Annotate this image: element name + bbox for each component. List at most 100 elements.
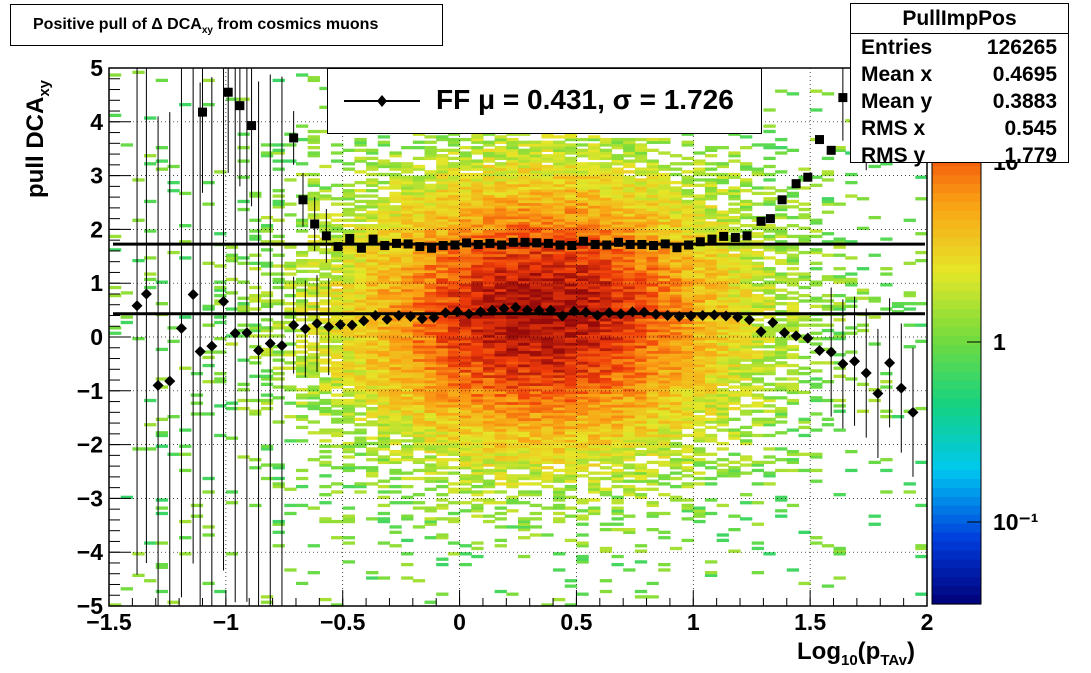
heatmap-cell xyxy=(401,409,414,413)
heatmap-cell xyxy=(331,258,344,263)
heatmap-cell xyxy=(599,371,613,376)
heatmap-cell xyxy=(436,320,449,325)
heatmap-cell xyxy=(506,180,519,185)
heatmap-cell xyxy=(658,366,671,370)
heatmap-cell xyxy=(354,240,367,244)
heatmap-cell xyxy=(704,250,718,255)
heatmap-cell xyxy=(436,304,449,309)
heatmap-cell xyxy=(553,296,566,300)
heatmap-cell xyxy=(576,444,589,448)
heatmap-cell xyxy=(366,189,379,193)
heatmap-cell xyxy=(459,388,472,392)
heatmap-cell xyxy=(377,345,391,349)
heatmap-cell xyxy=(599,412,613,416)
heatmap-cell xyxy=(424,189,437,193)
heatmap-cell xyxy=(564,449,578,454)
heatmap-cell xyxy=(471,315,484,319)
heatmap-cell xyxy=(728,194,741,198)
heatmap-cell xyxy=(716,401,729,405)
heatmap-cell xyxy=(424,237,437,241)
heatmap-cell xyxy=(120,315,133,319)
heatmap-cell xyxy=(295,269,309,274)
heatmap-cell xyxy=(494,380,507,384)
heatmap-cell xyxy=(634,226,648,230)
heatmap-cell xyxy=(307,293,320,298)
heatmap-cell xyxy=(482,207,496,212)
heatmap-cell xyxy=(704,186,718,190)
heatmap-cell xyxy=(389,334,402,338)
heatmap-cell xyxy=(424,339,437,343)
heatmap-cell xyxy=(307,396,320,400)
heatmap-cell xyxy=(179,444,192,448)
heatmap-cell xyxy=(295,73,309,77)
heatmap-cell xyxy=(669,229,683,233)
heatmap-cell xyxy=(611,205,624,209)
heatmap-cell xyxy=(728,385,741,389)
heatmap-cell xyxy=(401,218,414,222)
heatmap-cell xyxy=(412,436,426,440)
heatmap-cell xyxy=(634,269,648,274)
heatmap-cell xyxy=(342,342,355,346)
heatmap-cell xyxy=(623,371,636,376)
heatmap-cell xyxy=(377,186,391,190)
heatmap-cell xyxy=(295,439,309,443)
heatmap-cell xyxy=(494,256,507,260)
heatmap-cell xyxy=(366,232,379,236)
heatmap-cell xyxy=(529,460,542,465)
heatmap-cell xyxy=(494,151,507,155)
heatmap-cell xyxy=(424,417,437,421)
heatmap-cell xyxy=(634,191,648,196)
heatmap-cell xyxy=(634,441,648,446)
heatmap-cell xyxy=(401,304,414,309)
heatmap-cell xyxy=(553,369,566,373)
heatmap-cell xyxy=(646,307,659,311)
heatmap-cell xyxy=(693,245,706,249)
heatmap-cell xyxy=(669,342,683,346)
heatmap-cell xyxy=(634,342,648,346)
heatmap-cell xyxy=(716,269,729,274)
heatmap-cell xyxy=(646,337,659,341)
heatmap-cell xyxy=(459,425,472,430)
heatmap-cell xyxy=(658,299,671,303)
heatmap-cell xyxy=(599,253,613,257)
heatmap-cell xyxy=(412,388,426,392)
heatmap-cell xyxy=(599,275,613,279)
heatmap-cell xyxy=(377,490,391,494)
heatmap-cell xyxy=(284,415,297,419)
heatmap-cell xyxy=(494,447,507,451)
heatmap-cell xyxy=(389,337,402,341)
heatmap-cell xyxy=(144,541,157,545)
heatmap-cell xyxy=(249,503,262,508)
heatmap-cell xyxy=(459,436,472,440)
heatmap-cell xyxy=(377,366,391,370)
heatmap-cell xyxy=(553,248,566,252)
heatmap-cell xyxy=(728,159,741,163)
heatmap-cell xyxy=(307,506,320,510)
heatmap-cell xyxy=(202,304,215,309)
heatmap-cell xyxy=(389,310,402,314)
heatmap-cell xyxy=(506,433,519,438)
heatmap-cell xyxy=(155,146,169,150)
heatmap-cell xyxy=(716,221,729,225)
heatmap-cell xyxy=(658,382,671,387)
heatmap-cell xyxy=(611,474,624,478)
heatmap-cell xyxy=(518,218,531,222)
heatmap-cell xyxy=(740,307,753,311)
heatmap-cell xyxy=(225,406,239,411)
heatmap-cell xyxy=(704,377,718,381)
heatmap-cell xyxy=(401,342,414,346)
heatmap-cell xyxy=(716,339,729,343)
heatmap-cell xyxy=(412,428,426,432)
heatmap-cell xyxy=(179,428,192,432)
heatmap-cell xyxy=(412,406,426,411)
heatmap-cell xyxy=(482,183,496,187)
heatmap-cell xyxy=(447,237,461,241)
heatmap-cell xyxy=(740,366,753,370)
heatmap-cell xyxy=(412,339,426,343)
heatmap-cell xyxy=(447,307,461,311)
heatmap-cell xyxy=(669,202,683,206)
heatmap-cell xyxy=(576,334,589,338)
heatmap-cell xyxy=(669,277,683,282)
heatmap-cell xyxy=(681,363,694,368)
heatmap-cell xyxy=(354,334,367,338)
